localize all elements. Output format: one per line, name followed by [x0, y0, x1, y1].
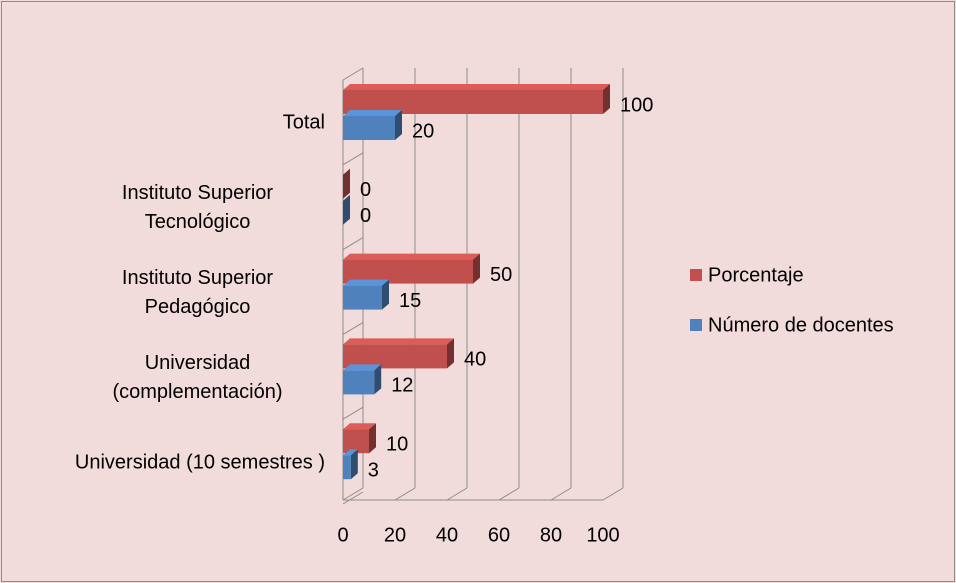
x-tick-label: 80: [540, 524, 562, 546]
value-label: 40: [464, 349, 486, 371]
category-label: Total: [25, 109, 325, 138]
bar-front: [343, 370, 375, 395]
bar: [343, 110, 402, 140]
bar-side: [382, 279, 389, 310]
bar: [343, 449, 358, 480]
category-text: Instituto Superior Tecnológico: [121, 182, 274, 234]
bar-side: [350, 449, 358, 480]
axis-tick: [342, 491, 364, 505]
bar: [343, 168, 350, 199]
bar-top: [343, 84, 610, 90]
bar-front: [343, 455, 351, 480]
bar-side: [395, 110, 402, 140]
category-text: Instituto Superior Pedagógico: [121, 267, 274, 318]
x-tick-label: 0: [337, 524, 348, 546]
value-label: 50: [490, 264, 512, 286]
bar-side: [603, 84, 610, 114]
bar-side: [473, 253, 480, 284]
category-label: Universidad (10 semestres ): [25, 448, 325, 477]
legend-swatch: [690, 269, 702, 281]
value-label: 0: [360, 205, 371, 227]
bar-side: [374, 364, 382, 395]
bar-top: [343, 338, 454, 345]
grid-floor: [602, 487, 624, 501]
bar-top: [343, 110, 402, 116]
bar: [343, 253, 480, 284]
x-tick-label: 60: [488, 524, 510, 546]
bar-side: [369, 423, 376, 454]
bar-top: [343, 364, 382, 371]
value-label: 10: [386, 433, 408, 455]
value-label: 12: [391, 375, 413, 397]
grid-floor: [550, 487, 572, 501]
bar-side: [343, 194, 350, 225]
bar-side: [447, 338, 454, 369]
value-label: 3: [368, 459, 379, 481]
category-text: Universidad (complementación): [112, 351, 283, 403]
axis-tick: [342, 67, 364, 81]
x-tick-label: 100: [586, 524, 619, 546]
value-label: 100: [620, 94, 653, 116]
category-text: Universidad (10 semestres ): [74, 451, 325, 474]
category-label: Instituto Superior Pedagógico: [25, 264, 325, 322]
bar: [343, 279, 389, 310]
value-label: 20: [412, 120, 434, 142]
legend-label: Porcentaje: [708, 264, 804, 286]
value-label: 0: [360, 179, 371, 201]
axis-tick: [342, 321, 364, 335]
axis-tick: [342, 406, 364, 420]
bar: [343, 338, 454, 369]
bar-front: [343, 116, 395, 140]
x-tick-label: 20: [384, 524, 406, 546]
legend-swatch: [690, 319, 702, 331]
grid-floor: [394, 487, 416, 501]
bar: [343, 194, 350, 225]
grid-floor: [446, 487, 468, 501]
bar-top: [343, 253, 480, 260]
grid-floor: [342, 487, 364, 501]
bar-front: [343, 285, 382, 310]
bar-top: [343, 449, 358, 456]
bar-side: [343, 168, 350, 199]
category-label: Instituto Superior Tecnológico: [25, 179, 325, 237]
bar-top: [343, 279, 389, 286]
bar: [343, 364, 382, 395]
category-text: Total: [282, 111, 325, 134]
category-label: Universidad (complementación): [25, 349, 325, 407]
bar: [343, 84, 610, 114]
axis-tick: [342, 237, 364, 251]
grid-floor: [498, 487, 520, 501]
axis-tick: [342, 152, 364, 166]
bar-top: [343, 423, 376, 430]
x-tick-label: 40: [436, 524, 458, 546]
value-label: 15: [399, 290, 421, 312]
bar: [343, 423, 376, 454]
legend-label: Número de docentes: [708, 314, 894, 336]
